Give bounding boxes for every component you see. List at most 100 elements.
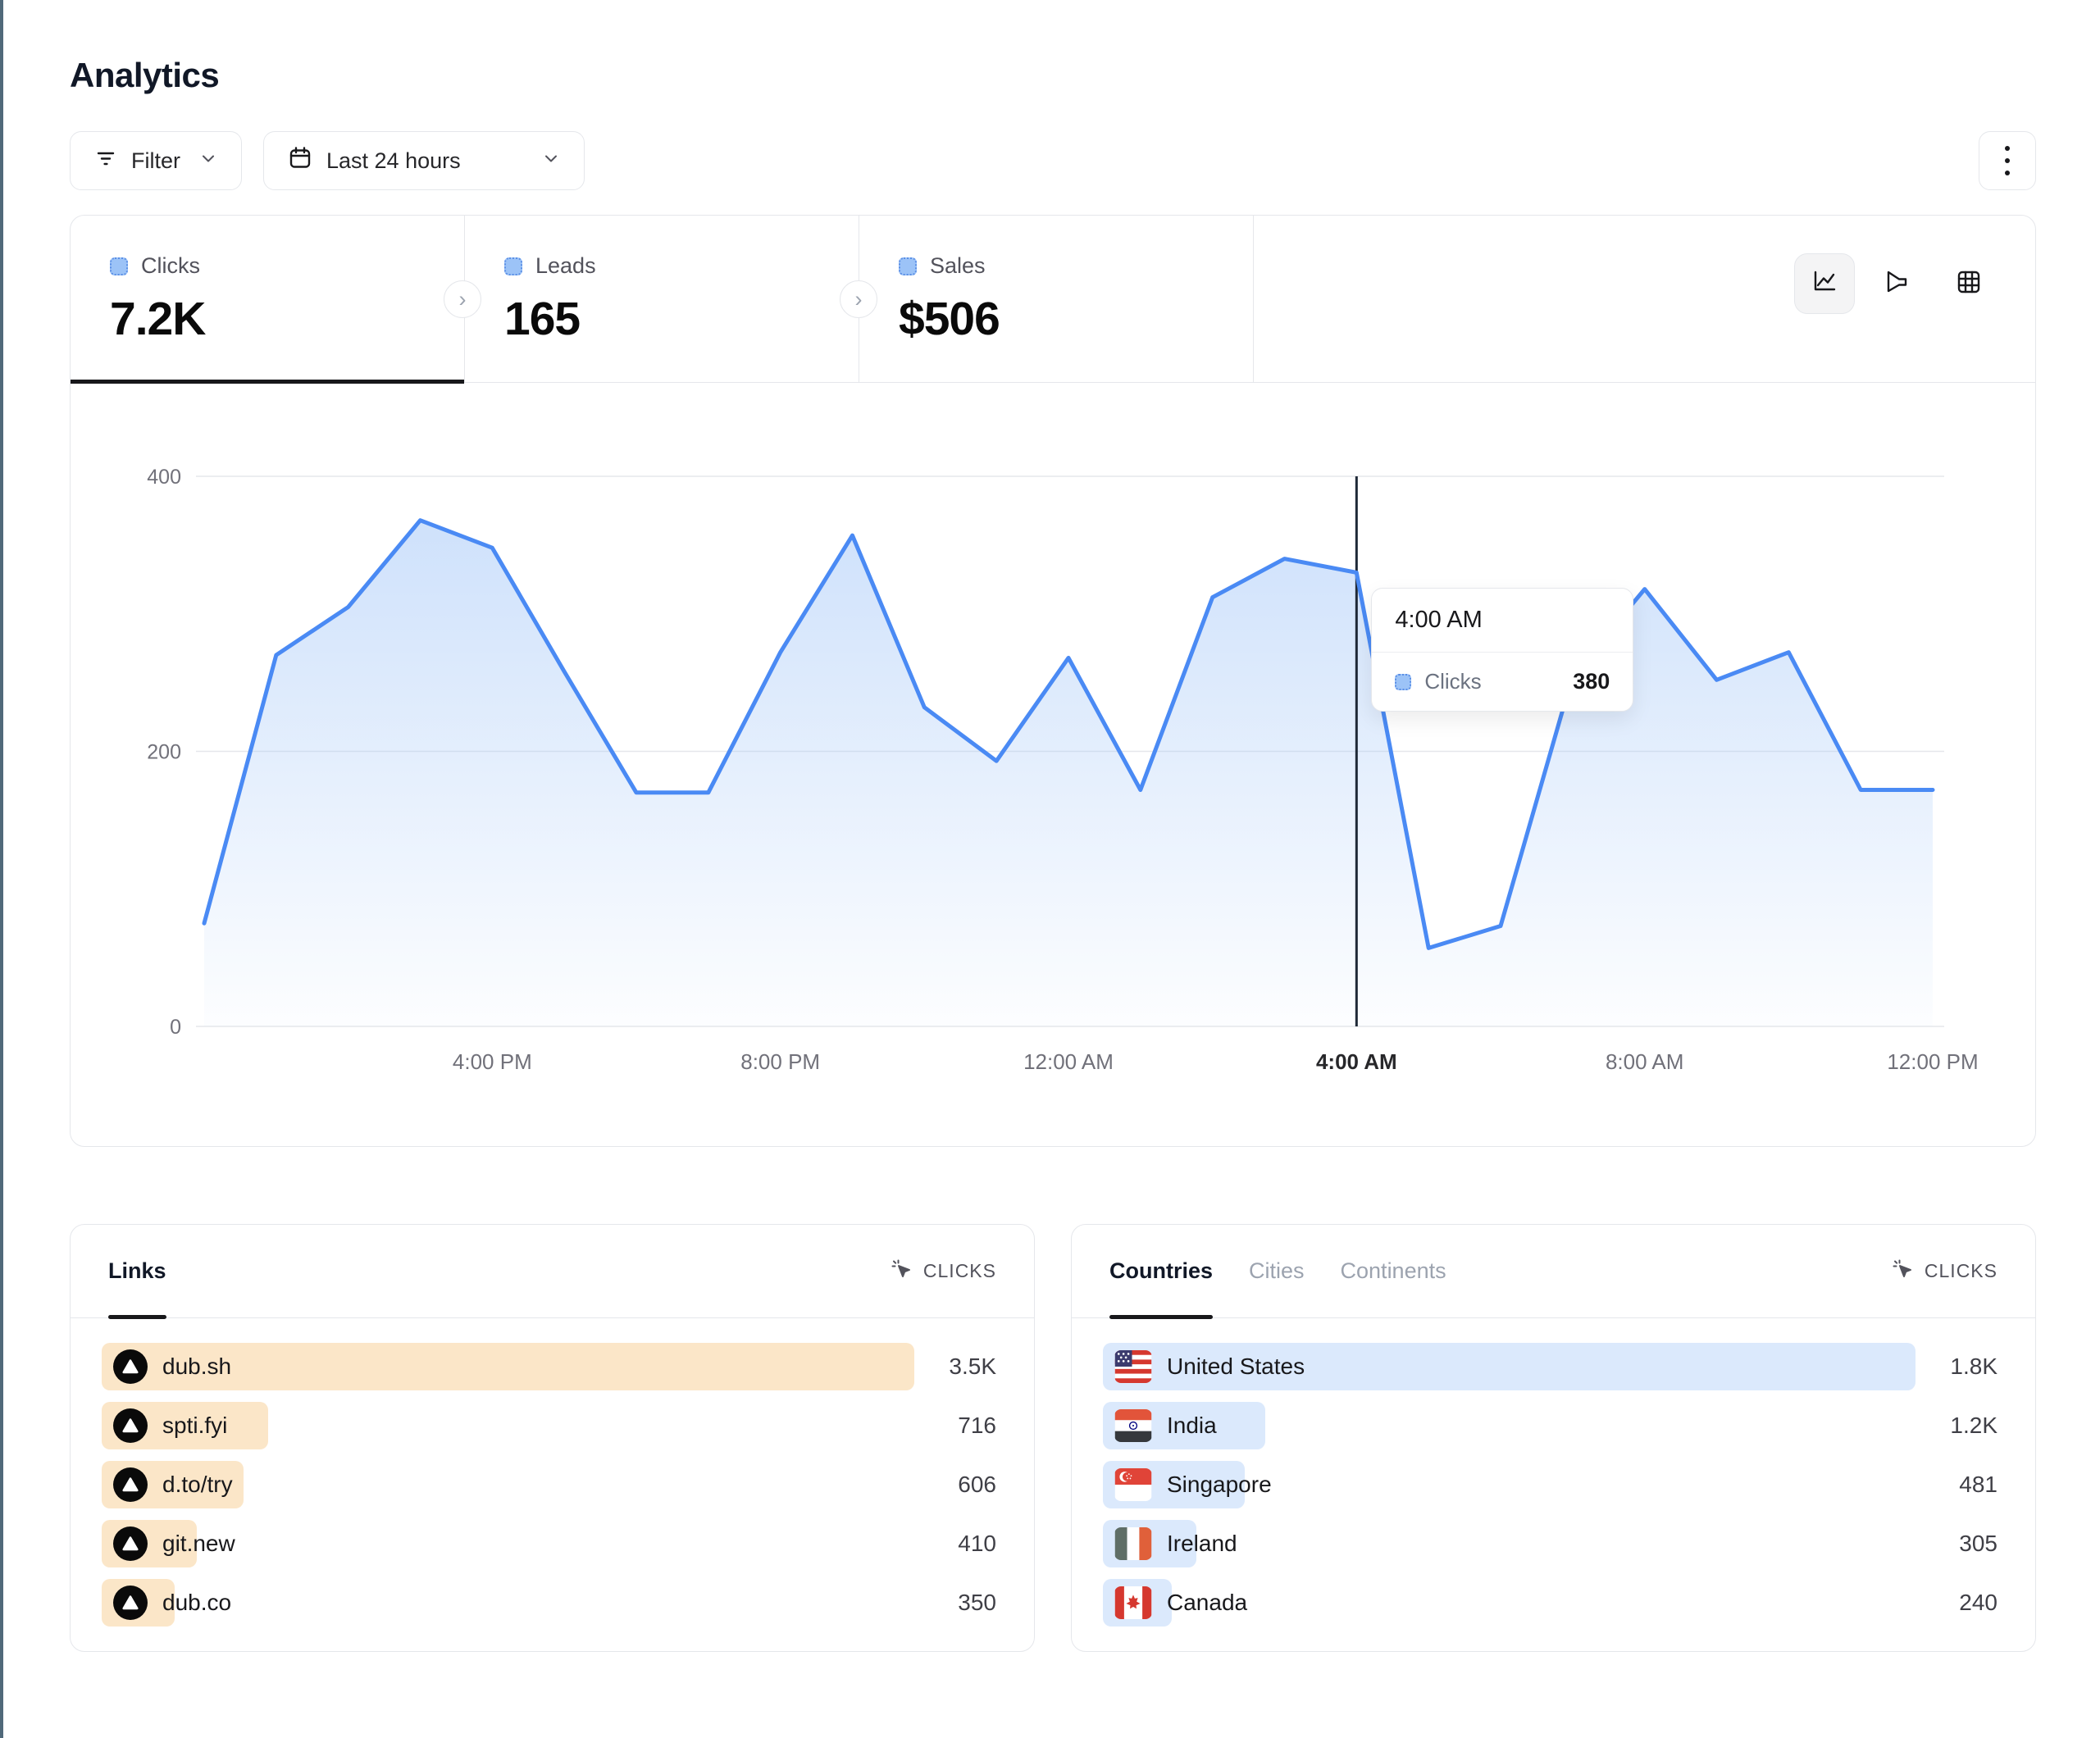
clicks-legend-swatch-icon <box>1395 673 1412 690</box>
table-grid-icon <box>1952 266 1985 303</box>
stat-label: Sales <box>930 253 986 278</box>
countries-panel: Countries Cities Continents CLICKS Unite… <box>1071 1224 2036 1652</box>
country-row[interactable]: Ireland 305 <box>1103 1520 1998 1567</box>
chevron-down-icon <box>198 148 218 174</box>
chevron-right-icon: › <box>854 286 863 312</box>
india-flag-icon <box>1114 1409 1152 1442</box>
stat-value: $506 <box>899 293 1000 345</box>
cursor-click-icon <box>889 1257 913 1286</box>
country-bar <box>1103 1343 1916 1390</box>
stat-value: 7.2K <box>110 293 206 345</box>
tooltip-series-label: Clicks <box>1424 669 1482 694</box>
expand-clicks-leads-button[interactable]: › <box>444 280 481 318</box>
chart-view-switcher <box>1794 253 1999 314</box>
chart-canvas: 0 200 400 4:00 PM 8:00 PM 12:00 AM 4:00 AM 8:00… <box>147 466 1978 1074</box>
x-axis-tick: 8:00 AM <box>1606 1049 1683 1074</box>
link-clicks-value: 410 <box>958 1531 996 1556</box>
link-clicks-value: 3.5K <box>949 1354 996 1379</box>
countries-panel-header: Countries Cities Continents CLICKS <box>1072 1225 2035 1319</box>
dub-logo-icon <box>113 1586 148 1620</box>
stat-value: 165 <box>504 293 581 345</box>
tab-continents[interactable]: Continents <box>1340 1258 1446 1283</box>
link-row[interactable]: spti.fyi 716 <box>102 1402 996 1449</box>
link-label: git.new <box>162 1531 235 1556</box>
link-bar <box>102 1343 914 1390</box>
x-axis-tick: 4:00 PM <box>453 1049 532 1074</box>
country-label: Ireland <box>1167 1531 1237 1556</box>
line-chart-icon <box>1808 266 1841 303</box>
kebab-menu-icon <box>2005 146 2010 151</box>
filter-button-label: Filter <box>131 148 180 173</box>
cursor-click-icon <box>1890 1257 1915 1286</box>
tab-countries[interactable]: Countries <box>1109 1225 1214 1319</box>
country-row[interactable]: Canada 240 <box>1103 1579 1998 1627</box>
us-flag-icon <box>1114 1350 1152 1383</box>
country-row[interactable]: United States 1.8K <box>1103 1343 1998 1390</box>
chart-tooltip: 4:00 AM Clicks 380 <box>1371 588 1634 712</box>
country-label: United States <box>1167 1354 1305 1379</box>
tooltip-time: 4:00 AM <box>1372 589 1633 653</box>
x-axis-tick: 12:00 PM <box>1887 1049 1978 1074</box>
metric-header-label: CLICKS <box>922 1260 996 1281</box>
ireland-flag-icon <box>1114 1527 1152 1560</box>
links-panel-header: Links CLICKS <box>71 1225 1034 1319</box>
y-axis-tick: 400 <box>147 466 181 489</box>
line-chart-view-button[interactable] <box>1794 253 1855 314</box>
clicks-line-series <box>202 518 1935 950</box>
x-axis-tick: 12:00 AM <box>1023 1049 1114 1074</box>
link-row[interactable]: d.to/try 606 <box>102 1461 996 1508</box>
link-label: spti.fyi <box>162 1413 228 1438</box>
dub-logo-icon <box>113 1408 148 1443</box>
filter-icon <box>93 146 118 176</box>
funnel-chart-icon <box>1880 266 1913 303</box>
link-label: d.to/try <box>162 1472 233 1497</box>
link-row[interactable]: dub.co 350 <box>102 1579 996 1627</box>
clicks-timeseries-chart[interactable]: 0 200 400 4:00 PM 8:00 PM 12:00 AM 4:00 AM 8:00… <box>71 383 2034 1146</box>
dub-logo-icon <box>113 1349 148 1384</box>
more-options-button[interactable] <box>1979 131 2036 190</box>
page-left-accent-strip <box>0 0 3 1738</box>
toolbar: Filter Last 24 hours <box>70 131 2036 190</box>
stat-tab-leads[interactable]: Leads 165 <box>465 216 859 382</box>
y-axis-tick: 0 <box>170 1016 181 1039</box>
chevron-down-icon <box>541 148 561 174</box>
country-clicks-value: 481 <box>1959 1472 1998 1497</box>
countries-metric-header[interactable]: CLICKS <box>1890 1257 1998 1286</box>
country-clicks-value: 305 <box>1959 1531 1998 1556</box>
sales-legend-swatch-icon <box>899 257 917 275</box>
chevron-right-icon: › <box>458 286 467 312</box>
table-view-button[interactable] <box>1938 253 1999 314</box>
stat-tab-clicks[interactable]: Clicks 7.2K <box>71 216 465 384</box>
country-label: India <box>1167 1413 1217 1438</box>
link-row[interactable]: dub.sh 3.5K <box>102 1343 996 1390</box>
stat-label: Leads <box>535 253 596 278</box>
country-label: Canada <box>1167 1590 1248 1615</box>
filter-button[interactable]: Filter <box>70 131 242 190</box>
canada-flag-icon <box>1114 1586 1152 1619</box>
leads-legend-swatch-icon <box>504 257 522 275</box>
page-title: Analytics <box>70 56 220 94</box>
country-row[interactable]: Singapore 481 <box>1103 1461 1998 1508</box>
calendar-icon <box>287 145 313 177</box>
links-metric-header[interactable]: CLICKS <box>889 1257 996 1286</box>
country-clicks-value: 240 <box>1959 1590 1998 1615</box>
expand-leads-sales-button[interactable]: › <box>840 280 877 318</box>
metric-header-label: CLICKS <box>1924 1260 1998 1281</box>
country-row[interactable]: India 1.2K <box>1103 1402 1998 1449</box>
clicks-area-fill <box>204 520 1933 1026</box>
stat-tab-sales[interactable]: Sales $506 <box>859 216 1254 382</box>
link-clicks-value: 606 <box>958 1472 996 1497</box>
link-clicks-value: 716 <box>958 1413 996 1438</box>
dub-logo-icon <box>113 1467 148 1502</box>
clicks-legend-swatch-icon <box>110 257 128 275</box>
link-row[interactable]: git.new 410 <box>102 1520 996 1567</box>
funnel-view-button[interactable] <box>1866 253 1927 314</box>
x-axis-tick: 8:00 PM <box>740 1049 820 1074</box>
stat-label: Clicks <box>141 253 200 278</box>
tooltip-series-value: 380 <box>1573 669 1610 694</box>
date-range-button[interactable]: Last 24 hours <box>263 131 585 190</box>
country-clicks-value: 1.8K <box>1950 1354 1998 1379</box>
tab-cities[interactable]: Cities <box>1249 1258 1305 1283</box>
dub-logo-icon <box>113 1526 148 1561</box>
tab-links[interactable]: Links <box>108 1225 166 1319</box>
